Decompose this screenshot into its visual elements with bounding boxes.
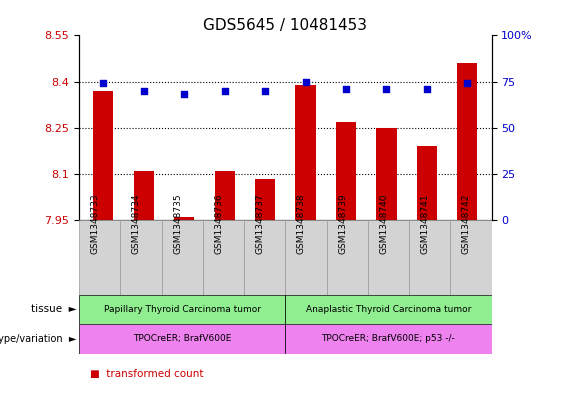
Bar <box>79 220 120 295</box>
Bar <box>203 220 244 295</box>
Text: GSM1348740: GSM1348740 <box>380 194 389 254</box>
Point <box>422 86 431 92</box>
Bar <box>215 171 235 220</box>
Bar <box>134 171 154 220</box>
Bar <box>295 84 316 220</box>
Bar <box>79 324 285 354</box>
Point <box>463 80 472 86</box>
Bar <box>417 146 437 220</box>
Bar <box>450 220 492 295</box>
Bar <box>457 63 477 220</box>
Bar <box>409 220 450 295</box>
Text: ■  transformed count: ■ transformed count <box>90 369 204 379</box>
Point <box>382 86 391 92</box>
Bar <box>285 295 492 324</box>
Bar <box>79 295 285 324</box>
Point <box>341 86 350 92</box>
Title: GDS5645 / 10481453: GDS5645 / 10481453 <box>203 18 367 33</box>
Text: GSM1348739: GSM1348739 <box>338 193 347 254</box>
Bar <box>285 324 492 354</box>
Text: GSM1348734: GSM1348734 <box>132 194 141 254</box>
Bar <box>162 220 203 295</box>
Point <box>140 88 149 94</box>
Text: GSM1348737: GSM1348737 <box>256 193 265 254</box>
Text: GSM1348741: GSM1348741 <box>421 194 430 254</box>
Text: GSM1348742: GSM1348742 <box>462 194 471 254</box>
Bar <box>376 128 397 220</box>
Point <box>99 80 108 86</box>
Text: Papillary Thyroid Carcinoma tumor: Papillary Thyroid Carcinoma tumor <box>104 305 260 314</box>
Point <box>220 88 229 94</box>
Text: genotype/variation  ►: genotype/variation ► <box>0 334 76 344</box>
Text: TPOCreER; BrafV600E: TPOCreER; BrafV600E <box>133 334 232 343</box>
Text: GSM1348736: GSM1348736 <box>215 193 224 254</box>
Point <box>180 91 189 97</box>
Bar <box>255 178 275 220</box>
Bar <box>368 220 409 295</box>
Bar <box>244 220 285 295</box>
Bar <box>93 91 114 220</box>
Bar <box>174 217 194 220</box>
Text: GSM1348735: GSM1348735 <box>173 193 182 254</box>
Text: Anaplastic Thyroid Carcinoma tumor: Anaplastic Thyroid Carcinoma tumor <box>306 305 471 314</box>
Bar <box>327 220 368 295</box>
Text: GSM1348738: GSM1348738 <box>297 193 306 254</box>
Text: tissue  ►: tissue ► <box>31 305 76 314</box>
Bar <box>285 220 327 295</box>
Bar <box>120 220 162 295</box>
Bar <box>336 121 356 220</box>
Point <box>260 88 270 94</box>
Text: GSM1348733: GSM1348733 <box>91 193 100 254</box>
Text: TPOCreER; BrafV600E; p53 -/-: TPOCreER; BrafV600E; p53 -/- <box>321 334 455 343</box>
Point <box>301 79 310 85</box>
